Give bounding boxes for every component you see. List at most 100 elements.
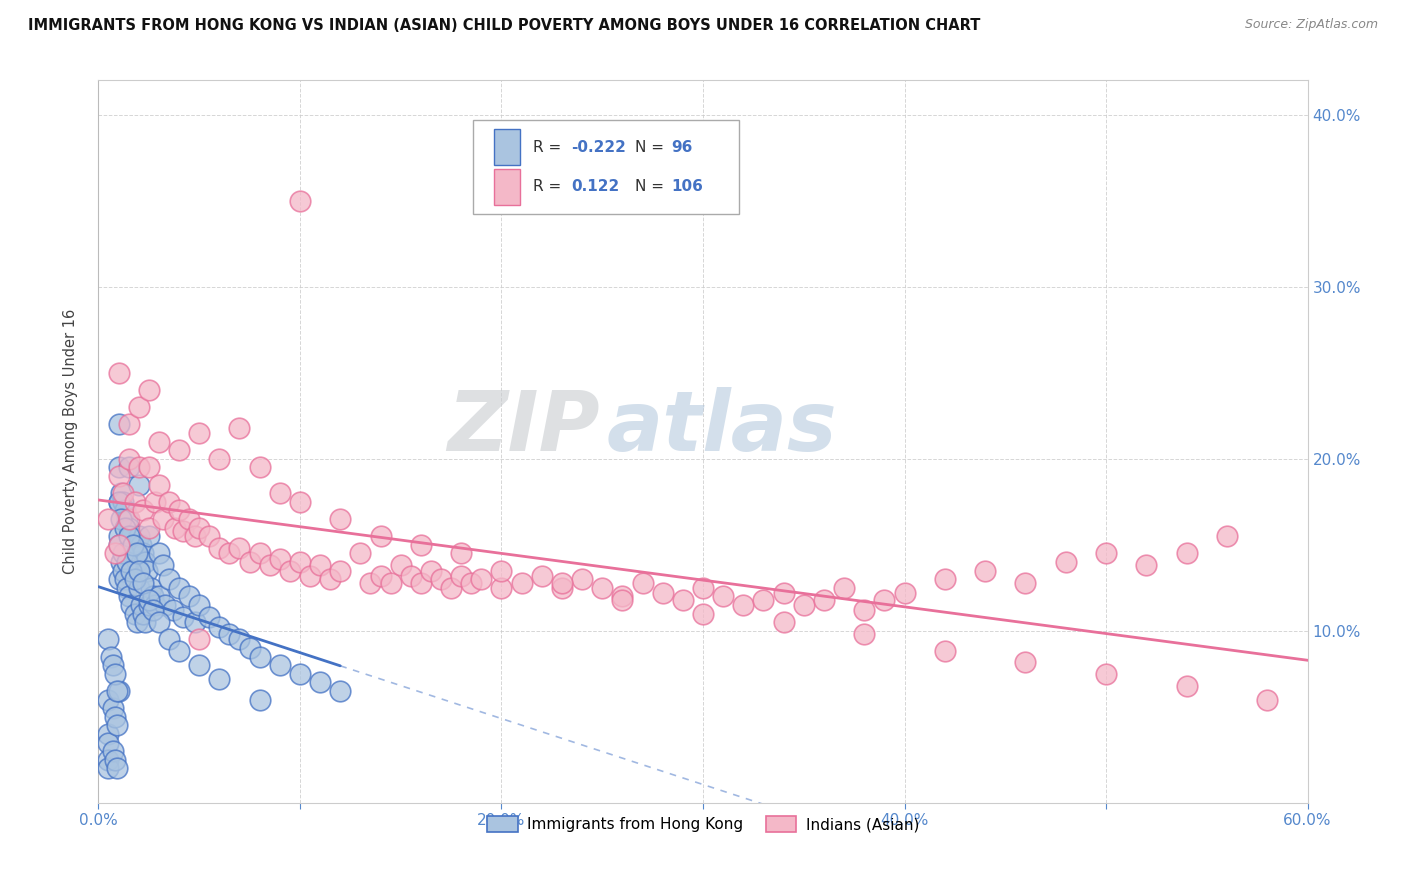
Text: ZIP: ZIP bbox=[447, 386, 600, 467]
Point bbox=[114, 503, 136, 517]
Point bbox=[120, 564, 142, 578]
Point bbox=[157, 632, 180, 647]
Point bbox=[128, 581, 150, 595]
Point bbox=[853, 603, 876, 617]
Point bbox=[110, 486, 132, 500]
Point bbox=[934, 572, 956, 586]
Point bbox=[124, 572, 146, 586]
Point bbox=[148, 615, 170, 630]
Point bbox=[530, 568, 553, 582]
Point bbox=[440, 581, 463, 595]
FancyBboxPatch shape bbox=[494, 129, 520, 165]
Point bbox=[208, 620, 231, 634]
Point bbox=[752, 592, 775, 607]
Point bbox=[813, 592, 835, 607]
Text: N =: N = bbox=[636, 139, 669, 154]
Point bbox=[1095, 546, 1118, 560]
Point bbox=[152, 558, 174, 573]
Point bbox=[309, 558, 332, 573]
Point bbox=[157, 494, 180, 508]
Point bbox=[172, 610, 194, 624]
Point bbox=[249, 460, 271, 475]
Point bbox=[129, 538, 152, 552]
Point bbox=[124, 494, 146, 508]
Point bbox=[772, 615, 794, 630]
Point bbox=[651, 586, 673, 600]
Point bbox=[733, 598, 755, 612]
Point bbox=[167, 644, 190, 658]
Point bbox=[571, 572, 593, 586]
Point bbox=[97, 761, 120, 775]
Point bbox=[631, 575, 654, 590]
Point bbox=[162, 603, 184, 617]
Point bbox=[97, 692, 120, 706]
Point bbox=[299, 568, 322, 582]
Point bbox=[97, 753, 120, 767]
Point bbox=[114, 520, 136, 534]
Point bbox=[132, 546, 155, 560]
Point bbox=[128, 477, 150, 491]
Point bbox=[1095, 666, 1118, 681]
Point bbox=[772, 586, 794, 600]
Point bbox=[188, 598, 211, 612]
Point bbox=[100, 649, 122, 664]
Point bbox=[142, 603, 165, 617]
Point bbox=[1256, 692, 1278, 706]
Point bbox=[101, 658, 124, 673]
Point bbox=[1175, 679, 1198, 693]
Point bbox=[591, 581, 613, 595]
Point bbox=[179, 590, 201, 604]
Point bbox=[111, 546, 134, 560]
Point bbox=[97, 735, 120, 749]
Point bbox=[128, 400, 150, 414]
Point bbox=[128, 460, 150, 475]
Point bbox=[101, 701, 124, 715]
Text: R =: R = bbox=[533, 139, 565, 154]
Point bbox=[259, 558, 281, 573]
Point bbox=[1054, 555, 1077, 569]
Point bbox=[288, 194, 311, 208]
Point bbox=[107, 538, 129, 552]
Point bbox=[309, 675, 332, 690]
Point bbox=[115, 581, 138, 595]
Point bbox=[974, 564, 997, 578]
Point bbox=[105, 718, 128, 732]
Point bbox=[249, 649, 271, 664]
Point bbox=[115, 555, 138, 569]
Point bbox=[218, 546, 240, 560]
Point bbox=[1014, 655, 1036, 669]
Point bbox=[111, 564, 134, 578]
Point bbox=[239, 555, 262, 569]
Point bbox=[101, 744, 124, 758]
Point bbox=[118, 520, 141, 534]
Point bbox=[360, 575, 382, 590]
Point bbox=[128, 564, 150, 578]
Point bbox=[711, 590, 734, 604]
Point bbox=[491, 564, 513, 578]
Point bbox=[470, 572, 492, 586]
Point bbox=[188, 425, 211, 440]
Point bbox=[143, 494, 166, 508]
Point bbox=[118, 460, 141, 475]
Point bbox=[105, 684, 128, 698]
Point bbox=[612, 590, 634, 604]
Text: Source: ZipAtlas.com: Source: ZipAtlas.com bbox=[1244, 18, 1378, 31]
Point bbox=[208, 541, 231, 556]
Point bbox=[179, 512, 201, 526]
Point bbox=[107, 529, 129, 543]
Point bbox=[184, 615, 207, 630]
Point bbox=[188, 658, 211, 673]
Text: 96: 96 bbox=[672, 139, 693, 154]
Text: 106: 106 bbox=[672, 179, 703, 194]
Point bbox=[288, 555, 311, 569]
Point bbox=[409, 575, 432, 590]
Point bbox=[97, 512, 120, 526]
Point bbox=[208, 672, 231, 686]
Point bbox=[97, 727, 120, 741]
Point bbox=[128, 529, 150, 543]
Point bbox=[198, 529, 221, 543]
Point bbox=[420, 564, 443, 578]
Point bbox=[399, 568, 422, 582]
FancyBboxPatch shape bbox=[474, 120, 740, 214]
Point bbox=[118, 590, 141, 604]
